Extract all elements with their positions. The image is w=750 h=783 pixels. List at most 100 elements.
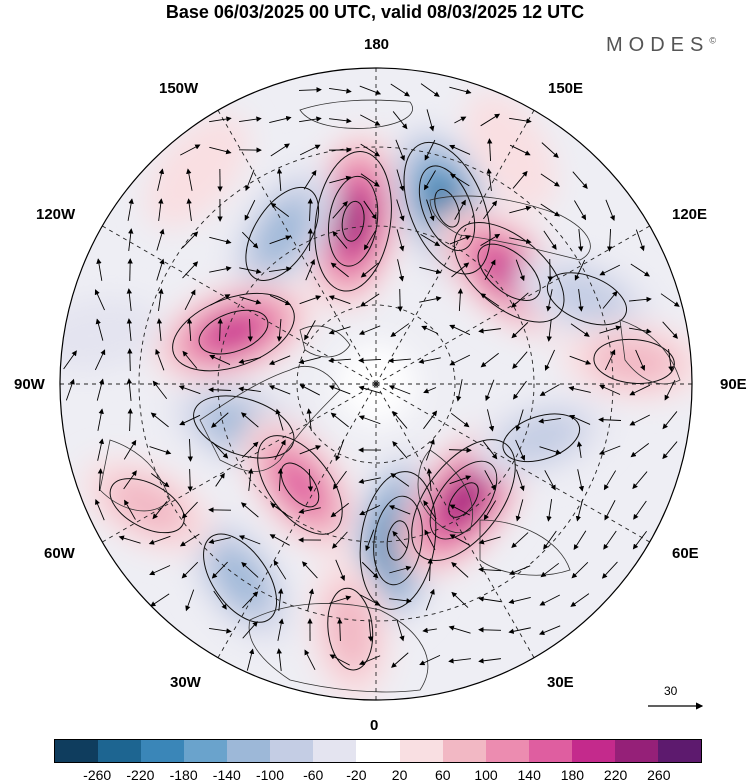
wind-vector xyxy=(449,86,472,95)
wind-vector xyxy=(239,267,262,274)
height-contour xyxy=(359,471,437,610)
wind-vector xyxy=(358,415,381,425)
wind-vector xyxy=(539,594,560,606)
colorbar-tick-label: 100 xyxy=(474,767,498,783)
wind-vector xyxy=(574,200,587,221)
wind-vector xyxy=(329,654,350,666)
wind-vector xyxy=(269,295,291,306)
wind-vector xyxy=(276,168,283,192)
wind-vector xyxy=(450,412,470,428)
wind-vector xyxy=(662,411,678,430)
height-contour xyxy=(327,175,379,267)
wind-vector xyxy=(241,441,259,459)
wind-vector xyxy=(540,203,560,217)
wind-vector xyxy=(599,325,622,334)
wind-vector xyxy=(539,446,562,455)
wind-vector xyxy=(95,499,105,521)
wind-vector xyxy=(210,294,231,306)
wind-vector xyxy=(360,114,381,126)
colorbar-cell xyxy=(98,740,142,762)
wind-vector xyxy=(244,199,256,221)
colorbar-tick-label: 140 xyxy=(517,767,541,783)
wind-vector xyxy=(512,351,528,370)
wind-vector xyxy=(546,499,553,522)
wind-vector xyxy=(538,625,561,635)
brand-text: MODES xyxy=(606,34,710,56)
wind-vector xyxy=(329,118,352,124)
wind-vector xyxy=(269,266,292,272)
wind-vector xyxy=(606,228,613,252)
wind-vector xyxy=(179,414,201,426)
wind-vector xyxy=(510,292,529,308)
map-title: Base 06/03/2025 00 UTC, valid 08/03/2025… xyxy=(165,2,585,22)
colorbar-tick-label: -140 xyxy=(212,767,241,783)
height-contour xyxy=(386,520,410,561)
wind-vector xyxy=(268,385,291,395)
wind-vector xyxy=(478,328,501,334)
colorbar-cell xyxy=(485,740,529,762)
wind-vector xyxy=(307,588,315,611)
wind-vector xyxy=(156,318,163,341)
wind-vector xyxy=(511,532,529,549)
wind-vector xyxy=(389,565,412,574)
wind-vector xyxy=(544,349,555,371)
wind-vector xyxy=(299,116,322,123)
wind-vector xyxy=(128,228,134,251)
wind-vector xyxy=(454,116,467,124)
colorbar-cell xyxy=(614,740,658,762)
wind-vector xyxy=(599,384,621,395)
lon-label-30w: 30W xyxy=(170,674,201,691)
wind-vector xyxy=(423,410,438,430)
wind-vector xyxy=(360,293,380,307)
latitude-circle xyxy=(138,146,614,622)
wind-vector xyxy=(635,349,646,371)
wind-vector xyxy=(480,352,499,368)
wind-vector xyxy=(181,561,199,579)
wind-vector xyxy=(329,87,352,94)
wind-vector xyxy=(157,168,165,191)
wind-vector xyxy=(330,262,349,278)
coastline xyxy=(479,519,571,576)
wind-vector xyxy=(486,168,492,191)
wind-vector xyxy=(211,412,229,428)
wind-vector xyxy=(478,627,502,633)
wind-vector xyxy=(186,318,193,342)
wind-vector xyxy=(451,262,470,278)
wind-vector xyxy=(578,289,584,312)
wind-vector xyxy=(396,619,405,642)
wind-vector xyxy=(546,319,552,342)
height-contour xyxy=(203,533,278,623)
wind-vector xyxy=(598,417,622,423)
wind-vector xyxy=(328,295,351,305)
wind-vector xyxy=(363,230,377,251)
wind-vector xyxy=(425,588,435,611)
wind-vector xyxy=(390,473,410,487)
wind-vector xyxy=(388,505,411,515)
wind-vector xyxy=(571,561,589,579)
wind-vector xyxy=(508,597,531,605)
anomaly-blob xyxy=(209,317,257,348)
wind-vector xyxy=(239,296,262,305)
wind-vector xyxy=(299,144,321,156)
wind-vector xyxy=(330,412,349,428)
wind-vector xyxy=(150,472,170,488)
wind-vector xyxy=(360,143,381,157)
wind-vector xyxy=(509,237,532,244)
wind-vector xyxy=(629,296,652,303)
height-contour xyxy=(280,462,320,508)
wind-vector xyxy=(123,439,137,460)
wind-vector xyxy=(424,529,436,551)
coastline xyxy=(429,195,591,261)
wind-vector xyxy=(512,380,527,400)
colorbar-cell xyxy=(227,740,271,762)
wind-vector xyxy=(419,296,442,303)
wind-vector xyxy=(668,349,674,372)
colorbar-cell xyxy=(55,740,99,762)
wind-vector xyxy=(660,293,680,307)
wind-vector xyxy=(516,469,525,492)
wind-vector xyxy=(569,414,591,425)
wind-vector xyxy=(449,504,470,516)
height-contour xyxy=(453,221,565,323)
wind-vector xyxy=(630,442,650,458)
colorbar-cell xyxy=(313,740,357,762)
